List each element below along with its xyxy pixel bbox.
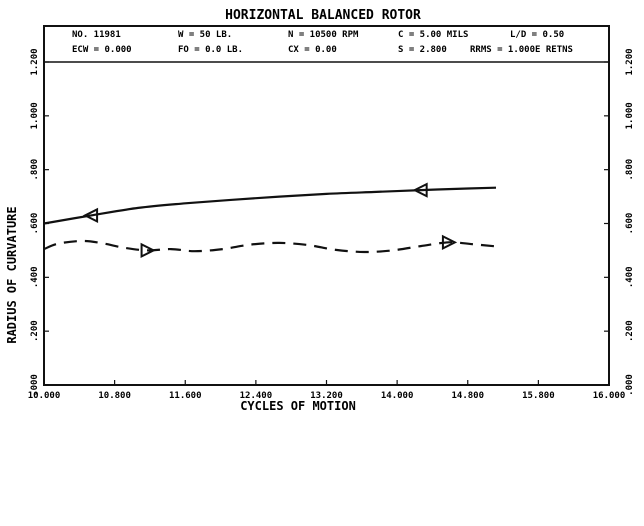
direction-arrow-marker	[82, 207, 99, 224]
param-ld-ratio: L/D = 0.50	[510, 30, 564, 40]
param-fo: FO = 0.0 LB.	[178, 45, 243, 55]
y-tick-label-right: .000	[625, 374, 635, 396]
series-dashed-line	[43, 239, 497, 254]
param-speed: N = 10500 RPM	[288, 30, 359, 40]
x-tick-label: 14.800	[451, 391, 484, 401]
y-tick-label-right: 1.200	[625, 48, 635, 75]
x-tick-label: 11.600	[169, 391, 202, 401]
x-tick-label: 10.800	[98, 391, 131, 401]
param-rrms: RRMS = 1.000E RETNS	[470, 45, 573, 55]
param-run-number: NO. 11981	[72, 30, 121, 40]
y-axis-label: RADIUS OF CURVATURE	[5, 206, 19, 343]
direction-arrow-marker	[441, 234, 458, 250]
x-tick-label: 14.000	[381, 391, 414, 401]
direction-arrow-marker	[412, 182, 428, 198]
x-tick-label: 16.000	[593, 391, 626, 401]
y-tick-label-left: .000	[30, 374, 40, 396]
plot-frame	[43, 25, 610, 386]
direction-arrow-marker	[140, 242, 156, 259]
y-tick-label-right: .400	[625, 266, 635, 288]
y-tick-label-right: .600	[625, 213, 635, 235]
param-ecw: ECW = 0.000	[72, 45, 132, 55]
y-tick-label-left: .400	[30, 266, 40, 288]
y-tick-label-left: 1.200	[30, 48, 40, 75]
chart-title: HORIZONTAL BALANCED ROTOR	[225, 8, 421, 23]
y-tick-label-left: .800	[30, 159, 40, 181]
param-clearance: C = 5.00 MILS	[398, 30, 468, 40]
x-tick-label: 15.800	[522, 391, 555, 401]
param-cx: CX = 0.00	[288, 45, 337, 55]
y-tick-label-left: .200	[30, 320, 40, 342]
y-tick-label-left: .600	[30, 213, 40, 235]
series-solid-line	[43, 186, 497, 225]
y-tick-label-left: 1.000	[30, 102, 40, 129]
x-axis-label: CYCLES OF MOTION	[240, 399, 356, 413]
x-tick-label: 13.200	[310, 391, 343, 401]
x-tick-label: 12.400	[240, 391, 273, 401]
param-sommerfeld: S = 2.800	[398, 45, 447, 55]
x-tick-label: 10.000	[28, 391, 61, 401]
y-tick-label-right: .200	[625, 320, 635, 342]
param-weight: W = 50 LB.	[178, 30, 232, 40]
y-tick-label-right: 1.000	[625, 102, 635, 129]
y-tick-label-right: .800	[625, 159, 635, 181]
